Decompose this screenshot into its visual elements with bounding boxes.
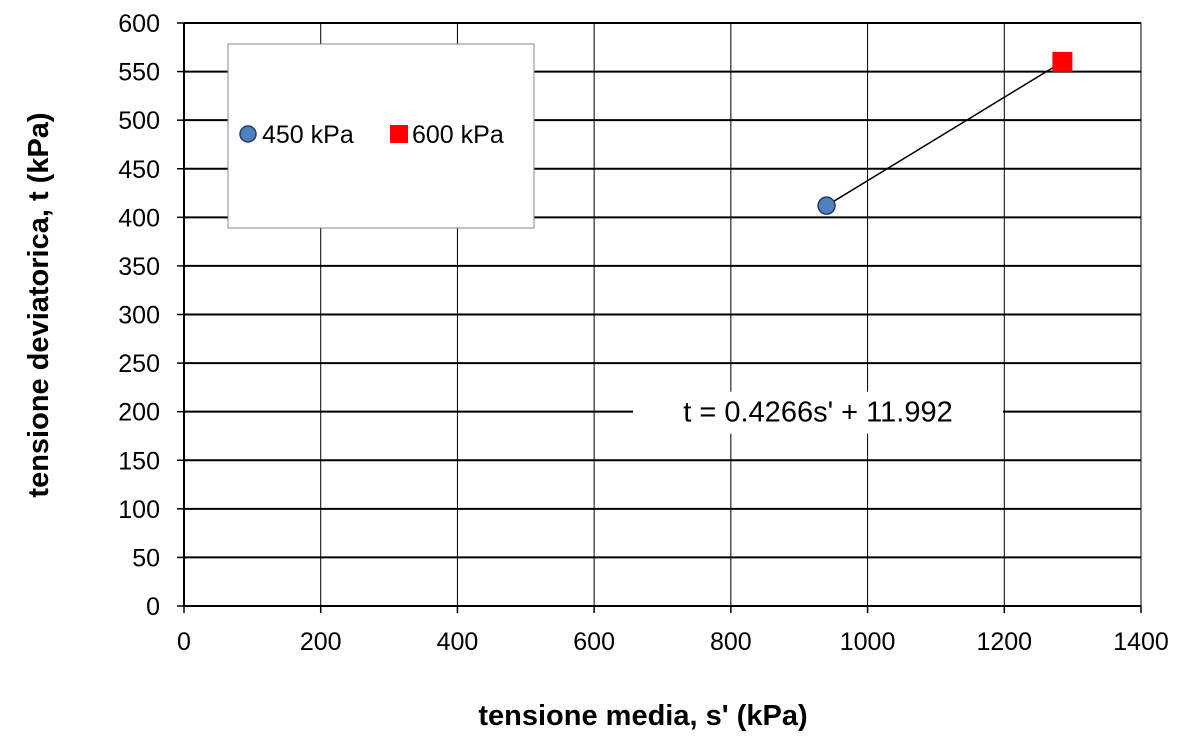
x-tick-label: 200 <box>300 628 342 656</box>
y-tick-label: 600 <box>118 10 160 38</box>
y-tick-label: 500 <box>118 107 160 135</box>
equation-background <box>633 391 1003 434</box>
y-tick-label: 300 <box>118 302 160 330</box>
data-point-600 <box>1052 51 1073 72</box>
x-tick-label: 800 <box>710 628 752 656</box>
y-tick-label: 400 <box>118 204 160 232</box>
x-tick-label: 1400 <box>1113 628 1169 656</box>
trendline-group <box>633 61 1063 434</box>
y-tick-label: 200 <box>118 399 160 427</box>
trendline-equation: t = 0.4266s' + 11.992 <box>683 397 952 429</box>
legend-label-600: 600 kPa <box>412 121 504 149</box>
y-tick-label: 450 <box>118 156 160 184</box>
legend-marker-600 <box>390 125 408 143</box>
y-tick-label: 150 <box>118 447 160 475</box>
x-axis-title: tensione media, s' (kPa) <box>478 700 807 732</box>
legend-label-450: 450 kPa <box>262 121 354 149</box>
y-tick-label: 50 <box>132 544 160 572</box>
legend-box <box>227 43 535 229</box>
y-tick-label: 350 <box>118 253 160 281</box>
legend-marker-450 <box>239 125 257 143</box>
x-tick-label: 400 <box>437 628 479 656</box>
x-tick-label: 600 <box>573 628 615 656</box>
y-tick-label: 0 <box>146 593 160 621</box>
y-axis-title: tensione deviatorica, t (kPa) <box>23 112 55 497</box>
trendline <box>826 61 1063 207</box>
x-tick-label: 0 <box>177 628 191 656</box>
tick-labels: 0 50 100 150 200 250 300 350 400 450 500 550 600 0 200… <box>118 10 1169 656</box>
data-points <box>817 51 1073 215</box>
x-tick-label: 1200 <box>976 628 1032 656</box>
legend: 450 kPa 600 kPa <box>227 43 535 229</box>
data-point-450 <box>817 196 836 215</box>
axes <box>177 22 1142 613</box>
x-tick-label: 1000 <box>840 628 896 656</box>
y-tick-label: 550 <box>118 59 160 87</box>
y-tick-label: 100 <box>118 496 160 524</box>
y-tick-label: 250 <box>118 350 160 378</box>
